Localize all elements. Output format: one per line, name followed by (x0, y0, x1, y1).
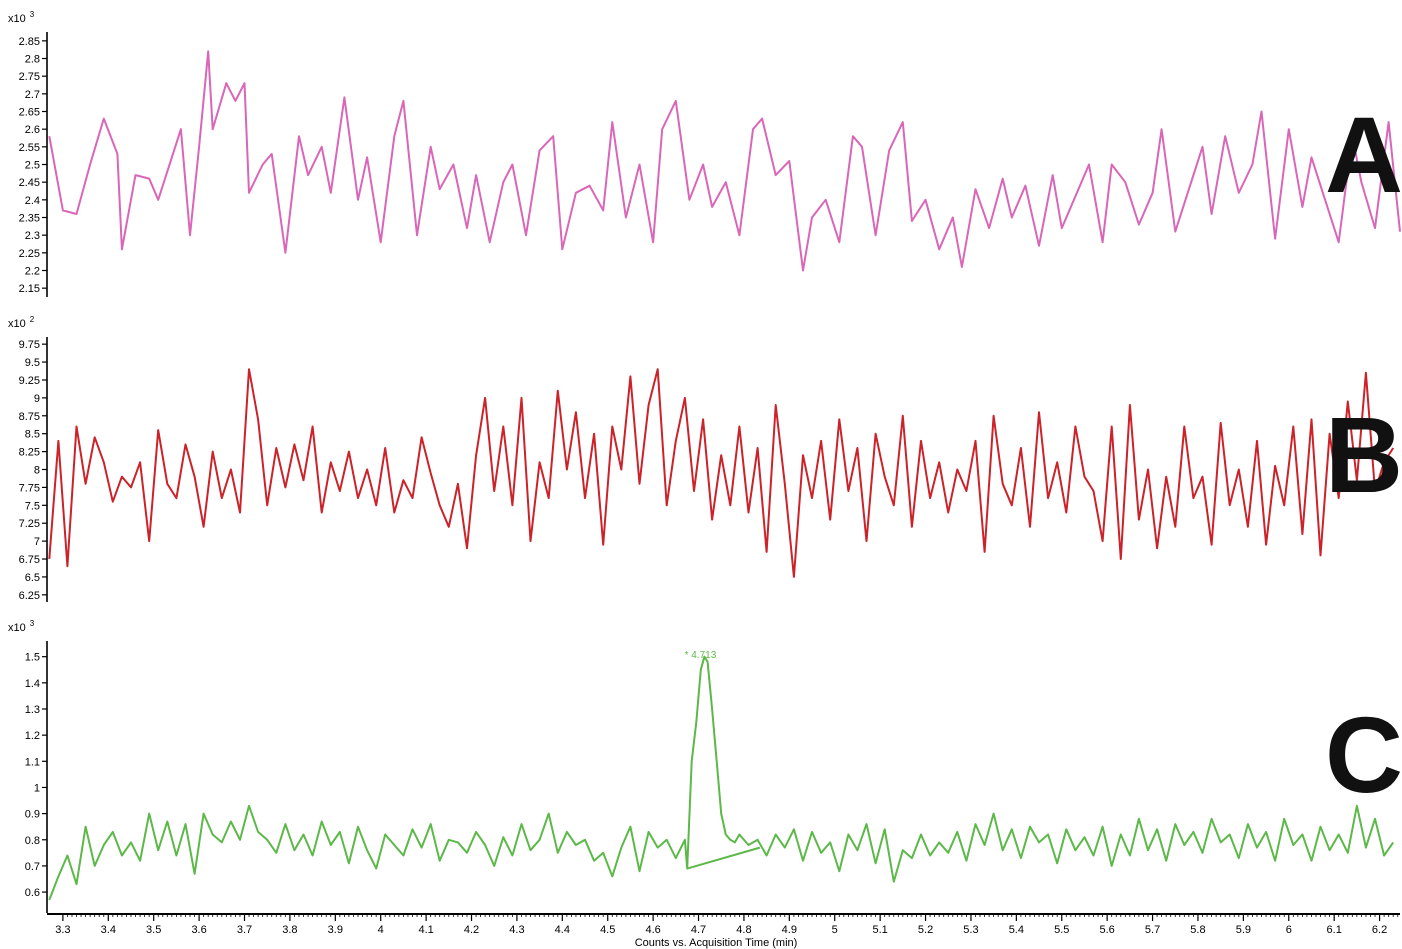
panel-b-y-tick-label: 7.5 (25, 500, 40, 512)
x-tick-label: 4 (378, 924, 384, 936)
panel-c: x10 3 0.6 0.7 0.8 0.9 1 1.1 1.2 1.3 1.4 1.5 * 4.71… (8, 619, 1402, 913)
panel-a-y-tick-label: 2.75 (19, 71, 40, 83)
panel-b-y-tick-label: 9.5 (25, 357, 40, 369)
x-tick-label: 5.1 (872, 924, 887, 936)
x-tick-label: 4.1 (418, 924, 433, 936)
panel-b-y-tick-label: 6.5 (25, 572, 40, 584)
x-tick-label: 5 (832, 924, 838, 936)
x-tick-label: 5.8 (1190, 924, 1205, 936)
panel-a-y-tick-label: 2.8 (25, 54, 40, 66)
panel-b-y-tick-label: 7.75 (19, 482, 40, 494)
x-tick-label: 5.4 (1009, 924, 1024, 936)
panel-a-y-tick-label: 2.6 (25, 124, 40, 136)
panel-c-y-tick-label: 0.7 (25, 861, 40, 873)
panel-c-baseline (686, 846, 761, 870)
x-tick-label: 3.8 (282, 924, 297, 936)
x-axis: 3.3 3.4 3.5 3.6 3.7 3.8 3.9 4 4.1 4.2 4.3 4.4 4.5 4.6… (47, 913, 1400, 949)
panel-a-y-tick-label: 2.35 (19, 213, 40, 225)
panel-a-multiplier-exponent: 3 (30, 10, 35, 19)
panel-a-y-tick-label: 2.7 (25, 89, 40, 101)
x-tick-label: 4.4 (555, 924, 570, 936)
panel-c-y-tick-label: 1.1 (25, 756, 40, 768)
panel-b: x10 2 6.25 6.5 6.75 7 7.25 7.5 7.75 8 8.25 8.5 8.75… (8, 315, 1402, 602)
x-tick-label: 4.3 (509, 924, 524, 936)
panel-a-multiplier: x10 3 (8, 10, 35, 25)
panel-c-y-tick-label: 0.6 (25, 887, 40, 899)
panel-b-multiplier-exponent: 2 (30, 315, 35, 324)
panel-a-y-tick-label: 2.85 (19, 36, 40, 48)
panel-b-y-ticks: 6.25 6.5 6.75 7 7.25 7.5 7.75 8 8.25 8.5 8.75 9 9.25… (19, 339, 47, 602)
panel-b-y-tick-label: 9.75 (19, 339, 40, 351)
panel-a-y-tick-label: 2.65 (19, 107, 40, 119)
panel-c-y-tick-label: 1.4 (25, 678, 40, 690)
panel-b-y-tick-label: 6.25 (19, 590, 40, 602)
x-tick-label: 4.7 (691, 924, 706, 936)
x-axis-label: Counts vs. Acquisition Time (min) (635, 937, 798, 949)
panel-b-multiplier: x10 2 (8, 315, 35, 330)
panel-a: x10 3 2.15 2.2 2.25 2.3 2.35 2.4 2.45 2.5 2.55 2.6… (8, 10, 1402, 297)
x-axis-ticks: 3.3 3.4 3.5 3.6 3.7 3.8 3.9 4 4.1 4.2 4.3 4.4 4.5 4.6… (55, 914, 1399, 936)
panel-c-multiplier-exponent: 3 (30, 619, 35, 628)
x-tick-label: 4.6 (645, 924, 660, 936)
panel-a-y-tick-label: 2.3 (25, 230, 40, 242)
panel-b-y-tick-label: 8.75 (19, 411, 40, 423)
panel-a-y-tick-label: 2.2 (25, 266, 40, 278)
panel-c-y-tick-label: 1 (34, 782, 40, 794)
panel-b-y-tick-label: 8.5 (25, 429, 40, 441)
x-tick-label: 4.5 (600, 924, 615, 936)
panel-a-y-tick-label: 2.5 (25, 160, 40, 172)
panel-b-y-tick-label: 6.75 (19, 554, 40, 566)
panel-c-y-tick-label: 1.5 (25, 652, 40, 664)
panel-a-y-tick-label: 2.4 (25, 195, 40, 207)
panel-b-y-tick-label: 9 (34, 393, 40, 405)
panel-c-y-tick-label: 0.8 (25, 835, 40, 847)
panel-a-trace (48, 50, 1401, 272)
x-tick-label: 6.1 (1327, 924, 1342, 936)
panel-c-y-tick-label: 1.2 (25, 730, 40, 742)
panel-b-y-tick-label: 8.25 (19, 447, 40, 459)
panel-b-y-tick-label: 8 (34, 465, 40, 477)
x-tick-label: 5.5 (1054, 924, 1069, 936)
x-tick-label: 3.9 (328, 924, 343, 936)
x-tick-label: 5.2 (918, 924, 933, 936)
panel-c-y-tick-label: 1.3 (25, 704, 40, 716)
panel-c-peak-label: * 4.713 (685, 650, 717, 661)
panel-c-y-tick-label: 0.9 (25, 809, 40, 821)
x-tick-label: 4.2 (464, 924, 479, 936)
x-tick-label: 5.3 (963, 924, 978, 936)
x-tick-label: 3.6 (191, 924, 206, 936)
x-tick-label: 4.9 (782, 924, 797, 936)
panel-a-y-tick-label: 2.45 (19, 177, 40, 189)
panel-a-y-tick-label: 2.15 (19, 283, 40, 295)
panel-b-trace (48, 368, 1395, 578)
x-tick-label: 3.5 (146, 924, 161, 936)
x-tick-label: 6 (1286, 924, 1292, 936)
x-tick-label: 5.6 (1100, 924, 1115, 936)
x-tick-label: 5.7 (1145, 924, 1160, 936)
panel-c-letter: C (1325, 694, 1402, 815)
x-tick-label: 4.8 (736, 924, 751, 936)
x-tick-label: 3.4 (101, 924, 116, 936)
panel-a-letter: A (1325, 94, 1402, 215)
panel-c-y-ticks: 0.6 0.7 0.8 0.9 1 1.1 1.2 1.3 1.4 1.5 (25, 652, 47, 899)
panel-b-y-tick-label: 7 (34, 536, 40, 548)
x-tick-label: 3.3 (55, 924, 70, 936)
panel-a-y-tick-label: 2.55 (19, 142, 40, 154)
x-tick-label: 6.2 (1372, 924, 1387, 936)
panel-a-y-ticks: 2.15 2.2 2.25 2.3 2.35 2.4 2.45 2.5 2.55 2.6 2.65 2… (19, 36, 47, 295)
panel-b-letter: B (1325, 394, 1402, 515)
panel-b-y-tick-label: 9.25 (19, 375, 40, 387)
panel-b-y-tick-label: 7.25 (19, 518, 40, 530)
panel-a-y-tick-label: 2.25 (19, 248, 40, 260)
panel-c-trace (48, 655, 1395, 901)
x-tick-label: 3.7 (237, 924, 252, 936)
x-tick-label: 5.9 (1236, 924, 1251, 936)
panel-c-multiplier: x10 3 (8, 619, 35, 634)
